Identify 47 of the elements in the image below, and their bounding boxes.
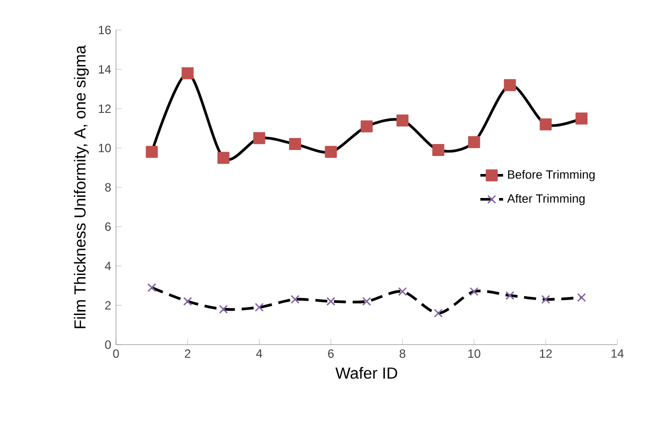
point: [254, 302, 264, 312]
x-tick-label: 6: [328, 349, 334, 358]
y-tick-label: 16: [98, 26, 111, 34]
point: [324, 146, 337, 158]
point: [541, 294, 550, 304]
y-tick-label: 2: [105, 301, 111, 310]
legend-label: Before Trimming: [508, 170, 595, 182]
point: [468, 136, 480, 148]
x-tick-label: 8: [400, 349, 406, 358]
point: [540, 118, 552, 130]
point: [576, 112, 588, 124]
point: [504, 79, 516, 92]
y-tick-label: 8: [105, 183, 111, 192]
point: [505, 291, 514, 300]
point: [182, 67, 194, 80]
point: [398, 287, 407, 296]
x-axis-title: Wafer ID: [335, 367, 398, 379]
point: [434, 308, 443, 318]
point: [147, 283, 156, 292]
point: [183, 296, 192, 306]
point: [146, 146, 158, 158]
y-tick-label: 10: [98, 144, 111, 152]
x-tick-label: 10: [468, 349, 480, 358]
point: [253, 132, 266, 144]
point: [326, 296, 336, 306]
point: [577, 293, 586, 302]
x-tick-label: 4: [256, 349, 262, 358]
legend-label: After Trimming: [507, 194, 585, 206]
point: [470, 287, 479, 296]
point: [290, 294, 300, 304]
point: [217, 152, 230, 164]
y-tick-label: 6: [105, 222, 111, 231]
point: [362, 296, 372, 306]
y-tick-label: 12: [98, 104, 111, 113]
x-tick-label: 12: [540, 349, 552, 358]
x-tick-label: 2: [184, 349, 190, 358]
y-tick-label: 4: [104, 262, 111, 270]
y-tick-label: 0: [105, 340, 111, 349]
point: [289, 138, 302, 150]
x-tick-label: 0: [113, 349, 119, 358]
x-tick-label: 14: [612, 349, 624, 358]
point: [432, 144, 444, 156]
y-tick-label: 14: [98, 65, 111, 74]
point: [396, 114, 408, 126]
y-axis-title: Film Thickness Uniformity, A, one sigma: [74, 45, 89, 328]
point: [218, 304, 228, 314]
point: [360, 120, 373, 132]
